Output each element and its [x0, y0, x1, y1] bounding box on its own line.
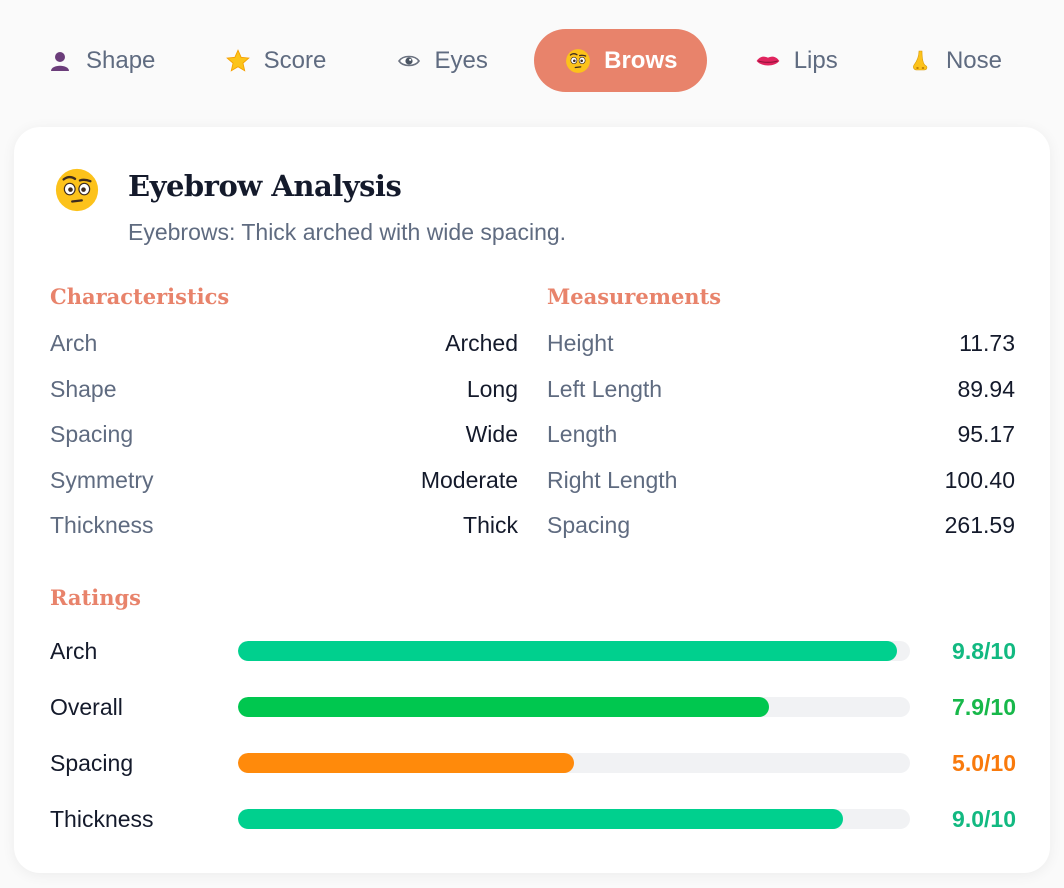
- rating-row: Spacing 5.0/10: [50, 735, 1016, 791]
- tab-lips[interactable]: Lips: [732, 29, 860, 92]
- rating-label: Spacing: [50, 749, 134, 776]
- rating-bar-fill: [238, 809, 843, 829]
- measurement-row: Spacing 261.59: [547, 503, 1015, 549]
- measurement-row: Right Length 100.40: [547, 458, 1015, 504]
- characteristic-label: Symmetry: [50, 466, 154, 493]
- characteristic-label: Spacing: [50, 421, 134, 448]
- measurement-label: Spacing: [547, 512, 631, 539]
- rating-label: Arch: [50, 637, 98, 664]
- characteristic-value: Long: [466, 375, 518, 402]
- bust-silhouette-icon: [46, 47, 74, 75]
- nose-icon: [906, 47, 934, 75]
- rating-bar-track: [238, 809, 910, 829]
- measurement-label: Right Length: [547, 466, 678, 493]
- measurement-label: Left Length: [547, 375, 663, 402]
- rating-label: Thickness: [50, 805, 154, 832]
- rating-row: Thickness 9.0/10: [50, 791, 1016, 847]
- tab-label: Score: [263, 46, 327, 74]
- measurement-value: 95.17: [957, 421, 1015, 448]
- characteristic-value: Moderate: [420, 466, 518, 493]
- characteristics-heading: Characteristics: [50, 284, 230, 309]
- rating-bar-track: [238, 641, 910, 661]
- tab-eyes[interactable]: Eyes: [373, 29, 510, 92]
- characteristic-row: Arch Arched: [50, 321, 518, 367]
- tab-score[interactable]: Score: [202, 29, 349, 92]
- characteristic-row: Spacing Wide: [50, 412, 518, 458]
- rating-value: 7.9/10: [952, 693, 1016, 720]
- characteristic-label: Arch: [50, 330, 98, 357]
- ratings-heading: Ratings: [50, 585, 141, 610]
- rating-bar-track: [238, 697, 910, 717]
- measurement-row: Length 95.17: [547, 412, 1015, 458]
- measurements-list: Height 11.73 Left Length 89.94 Length 95…: [547, 321, 1015, 549]
- characteristic-row: Symmetry Moderate: [50, 458, 518, 504]
- characteristic-label: Shape: [50, 375, 117, 402]
- tab-brows[interactable]: Brows: [534, 29, 708, 92]
- tab-shape[interactable]: Shape: [24, 29, 177, 92]
- card-subtitle: Eyebrows: Thick arched with wide spacing…: [128, 219, 567, 245]
- characteristic-value: Thick: [463, 512, 518, 539]
- rating-value: 5.0/10: [952, 749, 1016, 776]
- tab-label: Lips: [793, 46, 838, 74]
- rating-row: Overall 7.9/10: [50, 679, 1016, 735]
- characteristic-row: Shape Long: [50, 367, 518, 413]
- measurements-heading: Measurements: [547, 284, 722, 309]
- measurement-label: Length: [547, 421, 618, 448]
- eye-icon: [395, 47, 423, 75]
- lips-icon: [754, 47, 782, 75]
- rating-bar-fill: [238, 697, 769, 717]
- measurement-value: 89.94: [957, 375, 1015, 402]
- ratings-list: Arch 9.8/10 Overall 7.9/10 Spacing 5.0/1…: [50, 623, 1016, 847]
- star-icon: [224, 47, 252, 75]
- measurement-value: 11.73: [959, 330, 1015, 357]
- characteristic-label: Thickness: [50, 512, 154, 539]
- rating-bar-fill: [238, 641, 897, 661]
- analysis-tabs: Shape Score Eyes: [24, 29, 1024, 92]
- tab-nose[interactable]: Nose: [884, 29, 1024, 92]
- measurement-row: Left Length 89.94: [547, 367, 1015, 413]
- raised-eyebrow-face-icon: [54, 167, 100, 213]
- tab-label: Shape: [86, 46, 156, 74]
- measurement-row: Height 11.73: [547, 321, 1015, 367]
- tab-label: Nose: [945, 46, 1002, 74]
- rating-row: Arch 9.8/10: [50, 623, 1016, 679]
- characteristic-row: Thickness Thick: [50, 503, 518, 549]
- card-title: Eyebrow Analysis: [128, 169, 402, 203]
- measurement-value: 261.59: [944, 512, 1015, 539]
- rating-value: 9.8/10: [952, 637, 1016, 664]
- characteristic-value: Arched: [445, 330, 518, 357]
- rating-value: 9.0/10: [952, 805, 1016, 832]
- characteristic-value: Wide: [465, 421, 518, 448]
- rating-label: Overall: [50, 693, 123, 720]
- tab-label: Eyes: [434, 46, 488, 74]
- measurement-value: 100.40: [944, 466, 1015, 493]
- rating-bar-track: [238, 753, 910, 773]
- tab-label: Brows: [604, 46, 678, 74]
- measurement-label: Height: [547, 330, 614, 357]
- eyebrow-analysis-card: Eyebrow Analysis Eyebrows: Thick arched …: [14, 127, 1050, 873]
- characteristics-list: Arch Arched Shape Long Spacing Wide Symm…: [50, 321, 518, 549]
- raised-eyebrow-face-icon: [564, 47, 592, 75]
- rating-bar-fill: [238, 753, 574, 773]
